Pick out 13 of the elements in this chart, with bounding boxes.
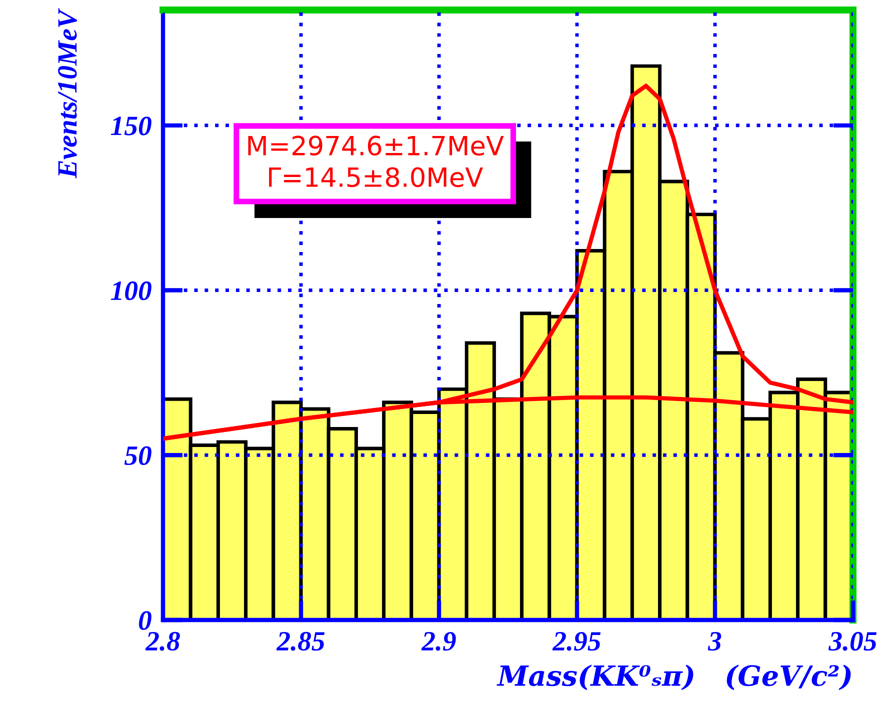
x-tick-label: 3: [708, 632, 722, 651]
y-tick-label: 150: [110, 116, 152, 136]
y-tick-label: 0: [138, 611, 152, 630]
y-tick-label: 50: [124, 446, 152, 466]
x-tick-label: 2.8: [145, 632, 180, 651]
y-axis-title: Events/10MeV: [58, 8, 77, 178]
x-tick-label: 2.95: [552, 632, 601, 651]
x-tick-label: 3.05: [828, 632, 877, 651]
x-tick-label: 2.9: [421, 632, 456, 651]
x-axis-title: Mass(KK⁰ₛπ) (GeV/c²): [496, 664, 851, 690]
y-tick-label: 100: [110, 281, 152, 300]
x-tick-label: 2.85: [276, 632, 325, 651]
annotation: M=2974.6±1.7MeV Γ=14.5±8.0MeV: [248, 136, 504, 188]
